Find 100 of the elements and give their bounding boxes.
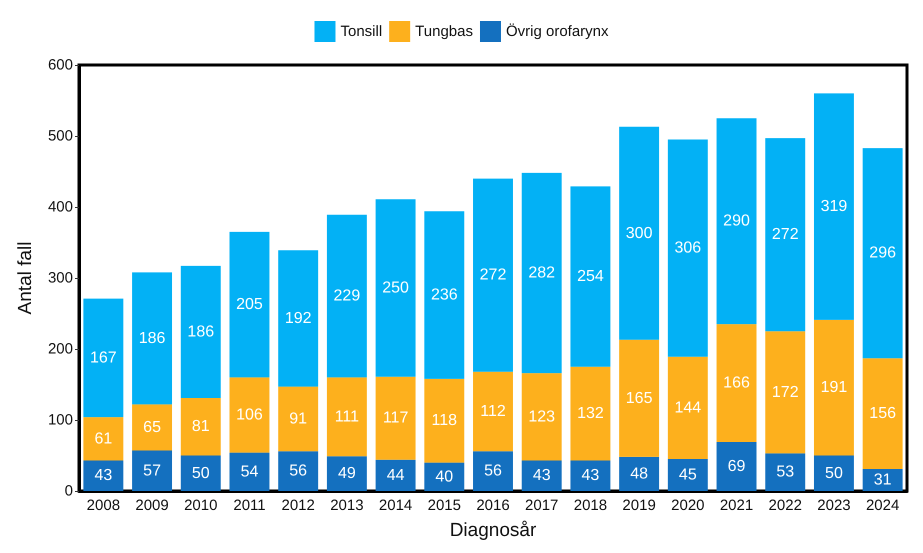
data-label: 50 — [192, 464, 210, 482]
data-label: 54 — [240, 463, 258, 480]
data-label: 49 — [338, 465, 356, 482]
x-tick-label: 2019 — [622, 497, 656, 514]
bar — [862, 358, 903, 469]
data-label: 69 — [728, 458, 746, 476]
bar — [765, 453, 806, 491]
legend-label: Tungbas — [415, 23, 473, 40]
bar — [765, 138, 806, 332]
data-label: 272 — [480, 266, 506, 284]
bar — [862, 468, 903, 491]
bar — [326, 377, 367, 456]
bar — [230, 232, 270, 378]
data-label: 44 — [386, 466, 405, 484]
y-tick-label: 200 — [48, 340, 73, 358]
bar — [376, 460, 416, 491]
bar — [522, 373, 562, 460]
x-axis-title: Diagnosår — [450, 520, 537, 541]
data-label: 191 — [820, 379, 848, 396]
data-label: 53 — [776, 464, 794, 481]
legend-label: Tonsill — [340, 23, 382, 40]
bar — [668, 356, 708, 460]
data-label: 254 — [577, 268, 604, 286]
bar — [570, 460, 610, 491]
data-label: 205 — [236, 296, 263, 314]
data-label: 282 — [528, 264, 556, 282]
data-label: 91 — [289, 410, 308, 428]
x-tick-label: 2012 — [281, 497, 315, 514]
data-label: 250 — [382, 279, 410, 296]
data-label: 319 — [820, 198, 848, 216]
data-label: 144 — [674, 399, 702, 416]
data-label: 106 — [236, 406, 263, 424]
x-tick-label: 2016 — [476, 497, 510, 514]
data-label: 166 — [723, 374, 750, 392]
bar — [278, 451, 318, 491]
y-tick-label: 500 — [48, 128, 73, 144]
data-label: 61 — [94, 430, 112, 448]
data-label: 272 — [772, 226, 799, 244]
bar — [814, 456, 854, 491]
data-label: 167 — [90, 349, 117, 366]
data-label: 290 — [723, 212, 750, 230]
y-tick-label: 400 — [48, 198, 73, 216]
bar — [814, 320, 854, 456]
bar — [570, 366, 610, 460]
x-tick-label: 2018 — [574, 497, 608, 514]
bar — [424, 462, 464, 491]
bar — [424, 378, 464, 463]
y-tick-label: 100 — [48, 412, 73, 428]
bar — [473, 178, 513, 372]
data-label: 192 — [284, 310, 312, 327]
bar — [132, 404, 172, 451]
data-label: 300 — [626, 224, 653, 242]
data-label: 156 — [869, 405, 896, 422]
bar — [132, 450, 172, 491]
bar — [716, 324, 756, 442]
data-label: 50 — [825, 464, 843, 482]
bar — [814, 93, 854, 320]
bar — [230, 452, 270, 491]
bar — [376, 199, 416, 377]
data-label: 65 — [143, 418, 162, 436]
y-axis-title: Antal fall — [15, 242, 36, 314]
bar — [180, 266, 221, 398]
data-label: 172 — [772, 384, 799, 401]
y-tick-label: 600 — [48, 56, 73, 74]
x-tick-label: 2014 — [378, 497, 412, 514]
bar — [180, 456, 221, 491]
x-tick-label: 2022 — [768, 497, 802, 514]
bar — [230, 377, 270, 453]
data-label: 48 — [630, 465, 648, 482]
data-label: 296 — [869, 244, 896, 262]
bar — [522, 172, 562, 374]
data-label: 57 — [143, 462, 162, 480]
data-label: 43 — [582, 467, 600, 484]
x-tick-label: 2021 — [720, 497, 754, 514]
data-label: 43 — [94, 467, 112, 484]
data-label: 306 — [674, 240, 702, 257]
data-label: 45 — [678, 466, 697, 484]
data-label: 112 — [480, 402, 506, 420]
data-label: 56 — [484, 462, 502, 480]
x-tick-label: 2011 — [233, 497, 266, 514]
data-label: 81 — [192, 418, 210, 436]
bar — [716, 442, 756, 491]
data-label: 229 — [334, 288, 360, 305]
bar — [619, 126, 660, 340]
data-label: 186 — [138, 330, 166, 347]
data-label: 186 — [187, 323, 214, 340]
bar — [619, 340, 660, 457]
bar — [668, 459, 708, 491]
bar — [326, 214, 367, 378]
data-label: 123 — [528, 408, 556, 426]
bar — [716, 118, 756, 324]
bar — [180, 398, 221, 456]
bar — [424, 211, 464, 379]
bar — [473, 451, 513, 491]
bar — [278, 386, 318, 452]
data-label: 56 — [289, 462, 308, 480]
x-tick-label: 2020 — [671, 497, 705, 514]
data-label: 40 — [435, 468, 454, 486]
x-tick-label: 2023 — [817, 497, 851, 514]
x-tick-label: 2009 — [135, 497, 169, 514]
